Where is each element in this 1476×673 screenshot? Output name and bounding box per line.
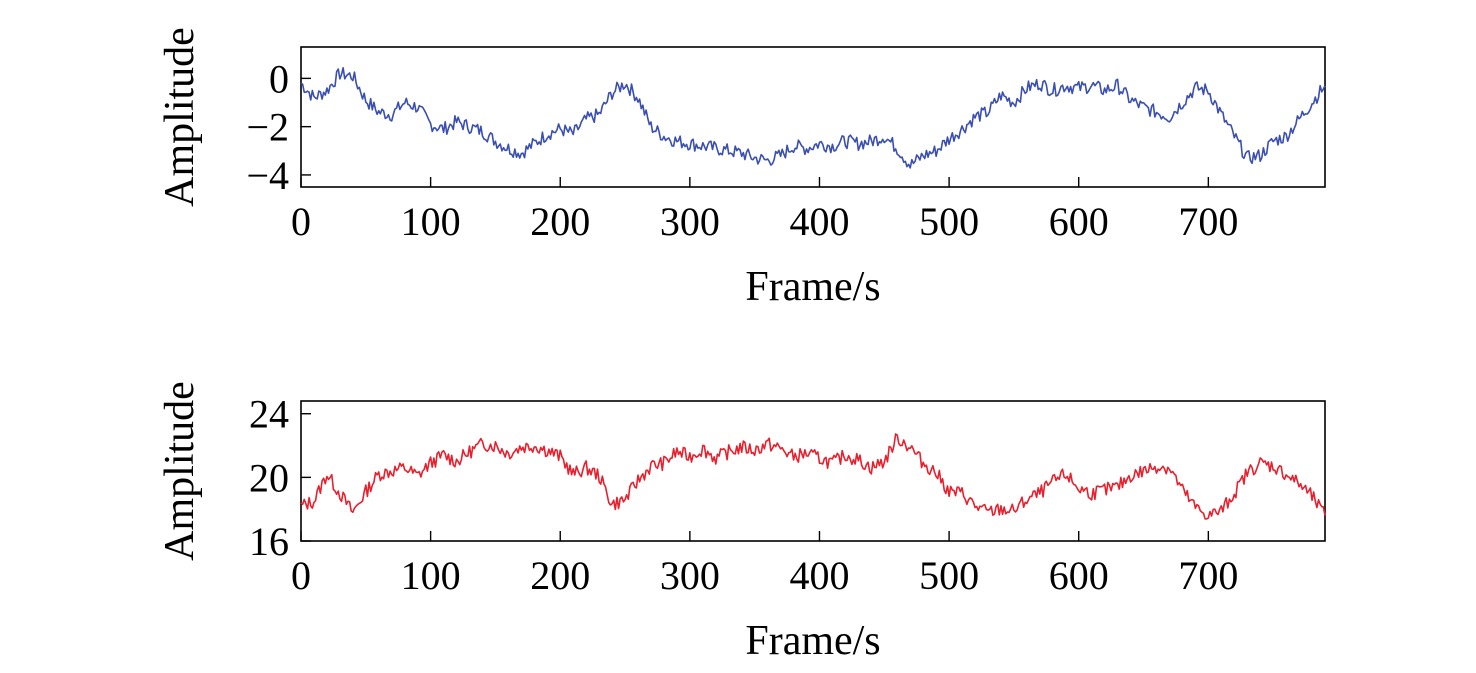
series-line-bottom: [300, 433, 1326, 520]
y-ticks-bottom: 16 20 24: [249, 392, 311, 564]
y-axis-label-top: Amplitude: [157, 27, 203, 207]
x-tick-label: 600: [1049, 553, 1109, 598]
x-tick-label: 200: [530, 553, 590, 598]
x-tick-label: 700: [1178, 199, 1238, 244]
plot-frame-bottom: [300, 400, 1326, 542]
x-tick-label: 100: [401, 199, 461, 244]
y-axis-label-bottom: Amplitude: [157, 381, 203, 561]
x-tick-label: 400: [789, 199, 849, 244]
y-tick-label: 0: [269, 56, 289, 101]
y-tick-label: 24: [249, 392, 289, 437]
y-tick-label: 16: [249, 519, 289, 564]
x-tick-label: 0: [291, 553, 311, 598]
x-tick-label: 0: [291, 199, 311, 244]
x-tick-label: 600: [1049, 199, 1109, 244]
x-tick-label: 500: [919, 199, 979, 244]
x-tick-label: 700: [1178, 553, 1238, 598]
y-tick-label: −2: [246, 105, 289, 150]
y-tick-label: 20: [249, 455, 289, 500]
x-tick-label: 200: [530, 199, 590, 244]
x-axis-label-top: Frame/s: [745, 264, 880, 310]
chart-panel-bottom: 16 20 24 0 100 200 300 400 500 600 700 Frame/s Am…: [157, 381, 1326, 664]
x-ticks-bottom: 0 100 200 300 400 500 600 700: [291, 531, 1238, 598]
series-line-top: [300, 66, 1326, 169]
x-ticks-top: 0 100 200 300 400 500 600 700: [291, 177, 1238, 244]
x-tick-label: 400: [789, 553, 849, 598]
plot-frame-top: [300, 46, 1326, 188]
x-axis-label-bottom: Frame/s: [745, 618, 880, 664]
x-tick-label: 300: [660, 553, 720, 598]
chart-panel-top: −4−20 0 100 200 300 400 500 600 700 Frame/s Amp…: [157, 27, 1326, 310]
x-tick-label: 100: [401, 553, 461, 598]
y-tick-label: −4: [246, 153, 289, 198]
x-tick-label: 500: [919, 553, 979, 598]
y-ticks-top: −4−20: [246, 56, 311, 198]
x-tick-label: 300: [660, 199, 720, 244]
